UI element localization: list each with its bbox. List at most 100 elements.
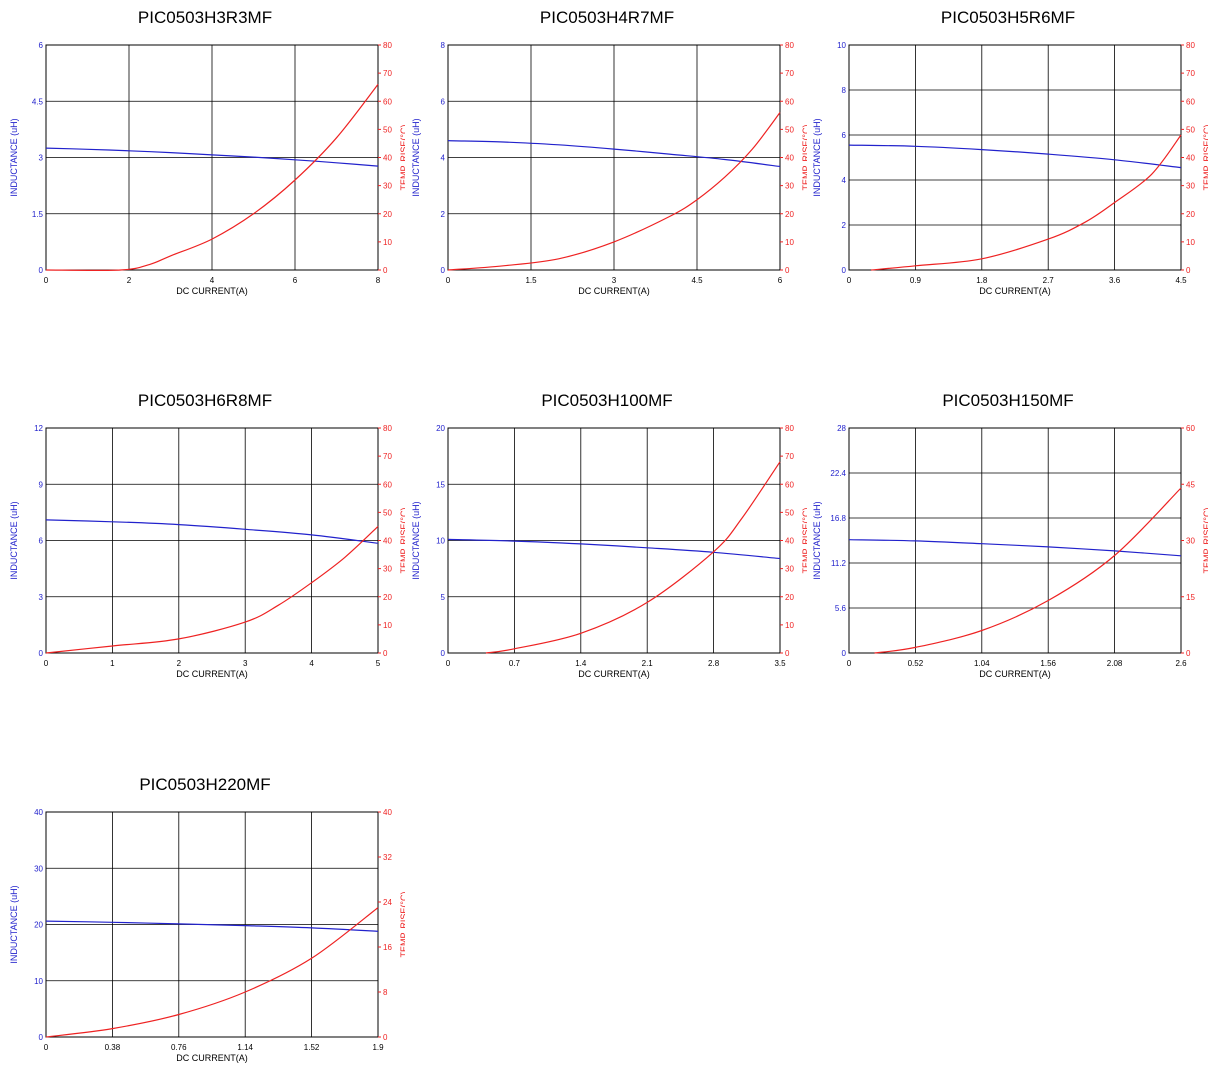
y-tick-label: 20 bbox=[34, 921, 43, 930]
y-tick-label: 0 bbox=[39, 266, 44, 275]
y2-tick-label: 50 bbox=[383, 125, 392, 134]
y-tick-label: 12 bbox=[34, 424, 43, 433]
x-tick-label: 4.5 bbox=[691, 276, 703, 285]
y-tick-label: 30 bbox=[34, 864, 43, 873]
y2-tick-label: 0 bbox=[383, 649, 388, 658]
x-tick-label: 1.14 bbox=[237, 1043, 253, 1052]
x-tick-label: 2.8 bbox=[708, 659, 720, 668]
y-tick-label: 8 bbox=[441, 41, 446, 50]
y2-tick-label: 10 bbox=[1186, 238, 1195, 247]
y2-tick-label: 70 bbox=[383, 69, 392, 78]
x-tick-label: 8 bbox=[376, 276, 381, 285]
y-tick-label: 22.4 bbox=[830, 469, 846, 478]
chart-svg: 0 0.52 1.04 1.56 2.08 2.605.611.216.822.42801… bbox=[812, 424, 1208, 679]
y-tick-label: 10 bbox=[34, 977, 43, 986]
y2-tick-label: 15 bbox=[1186, 593, 1195, 602]
y-tick-label: 4 bbox=[842, 176, 847, 185]
chart-2: PIC0503H5R6MF 0 0.9 1.8 2.7 3.6 4.5 0 2 4 6 8 10 0 10 2… bbox=[808, 0, 1208, 320]
y2-tick-label: 30 bbox=[383, 182, 392, 191]
y2-tick-label: 30 bbox=[383, 565, 392, 574]
y2-tick-label: 30 bbox=[1186, 537, 1195, 546]
y2-tick-label: 10 bbox=[383, 621, 392, 630]
x-tick-label: 1.4 bbox=[575, 659, 587, 668]
y-tick-label: 4.5 bbox=[32, 97, 44, 106]
x-tick-label: 0 bbox=[44, 1043, 49, 1052]
y2-tick-label: 80 bbox=[1186, 41, 1195, 50]
inductance-line bbox=[447, 140, 781, 168]
chart-title: PIC0503H3R3MF bbox=[137, 8, 273, 27]
y2-tick-label: 50 bbox=[383, 508, 392, 517]
y2-tick-label: 0 bbox=[1186, 649, 1191, 658]
y-tick-label: 5 bbox=[441, 593, 446, 602]
chart-title: PIC0503H6R8MF bbox=[137, 391, 273, 410]
x-tick-label: 2 bbox=[127, 276, 132, 285]
y2-tick-label: 20 bbox=[383, 593, 392, 602]
y-tick-label: 20 bbox=[436, 424, 445, 433]
x-tick-label: 1.8 bbox=[976, 276, 988, 285]
y2-tick-label: 0 bbox=[785, 649, 790, 658]
x-tick-label: 5 bbox=[376, 659, 381, 668]
y2-tick-label: 70 bbox=[785, 69, 794, 78]
y-tick-label: 16.8 bbox=[830, 514, 846, 523]
y2-axis-title: TEMP. RISE(°C) bbox=[1202, 508, 1208, 574]
chart-title: PIC0503H4R7MF bbox=[539, 8, 675, 27]
x-tick-label: 0 bbox=[847, 659, 852, 668]
x-tick-label: 6 bbox=[778, 276, 783, 285]
y2-tick-label: 70 bbox=[785, 452, 794, 461]
x-tick-label: 4 bbox=[309, 659, 314, 668]
y2-tick-label: 60 bbox=[785, 480, 794, 489]
y-tick-label: 10 bbox=[837, 41, 846, 50]
chart-1: PIC0503H4R7MF 0 1.5 3 4.5 6 0 2 4 6 8 0 10 20 30 40 50 60… bbox=[407, 0, 807, 320]
y2-tick-label: 10 bbox=[785, 238, 794, 247]
inductance-line bbox=[848, 144, 1182, 169]
x-tick-label: 4 bbox=[210, 276, 215, 285]
y2-axis-title: TEMP. RISE(°C) bbox=[801, 125, 807, 191]
x-tick-label: 3.6 bbox=[1109, 276, 1121, 285]
y2-tick-label: 24 bbox=[383, 898, 392, 907]
y2-tick-label: 60 bbox=[383, 480, 392, 489]
chart-svg: 0 0.7 1.4 2.1 2.8 3.5051015200102030405060708… bbox=[411, 424, 807, 679]
x-tick-label: 6 bbox=[293, 276, 298, 285]
y2-tick-label: 60 bbox=[1186, 97, 1195, 106]
y-tick-label: 0 bbox=[441, 266, 446, 275]
x-tick-label: 1 bbox=[110, 659, 115, 668]
y2-tick-label: 80 bbox=[383, 424, 392, 433]
y2-tick-label: 8 bbox=[383, 988, 388, 997]
y2-tick-label: 40 bbox=[785, 154, 794, 163]
y-tick-label: 2 bbox=[842, 221, 847, 230]
x-tick-label: 3.5 bbox=[774, 659, 786, 668]
y2-tick-label: 0 bbox=[785, 266, 790, 275]
y2-tick-label: 50 bbox=[1186, 125, 1195, 134]
temp-rise-line bbox=[45, 84, 379, 271]
y-tick-label: 6 bbox=[39, 537, 44, 546]
x-tick-label: 3 bbox=[612, 276, 617, 285]
y2-tick-label: 40 bbox=[383, 154, 392, 163]
x-tick-label: 0 bbox=[44, 276, 49, 285]
temp-rise-line bbox=[874, 487, 1182, 654]
y2-tick-label: 20 bbox=[785, 593, 794, 602]
inductance-line bbox=[45, 147, 379, 167]
y2-tick-label: 30 bbox=[785, 182, 794, 191]
y-tick-label: 8 bbox=[842, 86, 847, 95]
x-tick-label: 2.6 bbox=[1175, 659, 1187, 668]
chart-title: PIC0503H150MF bbox=[942, 391, 1074, 410]
chart-0: PIC0503H3R3MF 0 2 4 6 8 0 1.5 3 4.5 6 0 10 20 30 40 50 60… bbox=[5, 0, 405, 320]
x-tick-label: 0.38 bbox=[105, 1043, 121, 1052]
y-tick-label: 6 bbox=[39, 41, 44, 50]
temp-rise-line bbox=[485, 461, 781, 654]
chart-title: PIC0503H5R6MF bbox=[940, 8, 1076, 27]
x-tick-label: 2.1 bbox=[642, 659, 654, 668]
y2-tick-label: 60 bbox=[383, 97, 392, 106]
y-axis-title: INDUCTANCE (uH) bbox=[9, 118, 19, 196]
chart-4: PIC0503H100MF 0 0.7 1.4 2.1 2.8 3.5 0 5 10 15 20 0 10… bbox=[407, 383, 807, 703]
y2-tick-label: 0 bbox=[383, 266, 388, 275]
y2-tick-label: 10 bbox=[383, 238, 392, 247]
y-tick-label: 1.5 bbox=[32, 210, 44, 219]
x-tick-label: 1.56 bbox=[1040, 659, 1056, 668]
inductance-line bbox=[447, 538, 781, 560]
x-tick-label: 0.76 bbox=[171, 1043, 187, 1052]
x-tick-label: 4.5 bbox=[1175, 276, 1187, 285]
y-tick-label: 9 bbox=[39, 480, 44, 489]
y-tick-label: 0 bbox=[441, 649, 446, 658]
